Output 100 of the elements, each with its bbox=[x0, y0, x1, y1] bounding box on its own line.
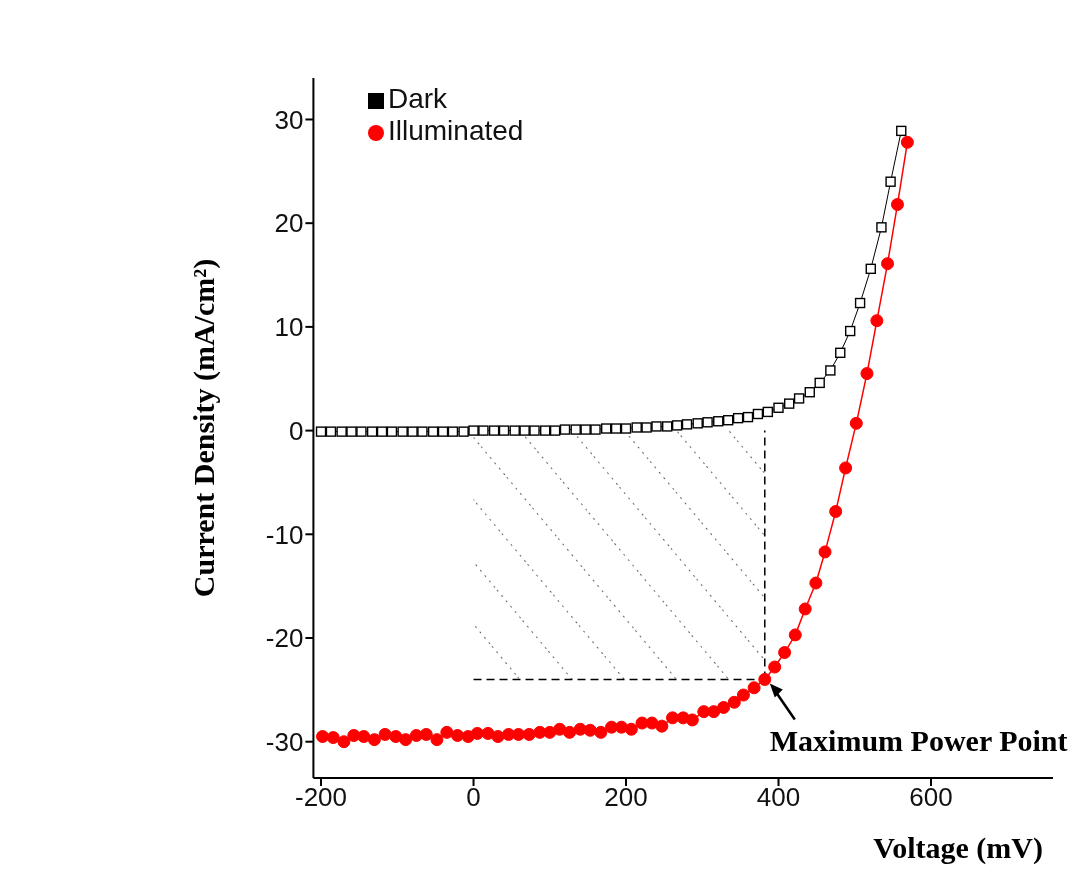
point bbox=[804, 387, 815, 398]
point bbox=[357, 730, 371, 744]
y-tick-label: 30 bbox=[274, 104, 304, 135]
point bbox=[829, 504, 843, 518]
point bbox=[814, 377, 825, 389]
point bbox=[788, 628, 802, 642]
x-tick-label: 200 bbox=[604, 782, 648, 813]
point bbox=[580, 424, 591, 435]
point bbox=[835, 347, 846, 359]
point bbox=[870, 314, 884, 328]
point bbox=[325, 426, 337, 437]
x-tick-label: -200 bbox=[295, 782, 348, 813]
point bbox=[540, 425, 551, 436]
point bbox=[707, 705, 721, 719]
y-tick-label: -10 bbox=[265, 519, 304, 550]
point bbox=[762, 406, 774, 418]
x-axis-title: Voltage (mV) bbox=[873, 831, 1043, 865]
point bbox=[356, 426, 367, 437]
point bbox=[661, 421, 673, 432]
point bbox=[594, 725, 608, 739]
point bbox=[825, 365, 836, 376]
annotation: Maximum Power Point bbox=[769, 724, 1068, 758]
point bbox=[844, 325, 856, 337]
x-tick-label: 600 bbox=[909, 782, 953, 813]
point bbox=[681, 419, 693, 430]
point bbox=[713, 416, 724, 427]
point bbox=[470, 726, 484, 740]
point bbox=[430, 733, 444, 747]
x-tick-label: 400 bbox=[756, 782, 801, 813]
point bbox=[478, 425, 489, 436]
point bbox=[610, 423, 622, 434]
point bbox=[498, 425, 510, 436]
legend-label: Illuminated bbox=[388, 115, 524, 146]
point bbox=[519, 425, 530, 436]
point bbox=[876, 222, 887, 233]
point bbox=[758, 672, 772, 686]
point bbox=[722, 415, 734, 426]
point bbox=[685, 713, 699, 727]
point bbox=[399, 733, 413, 747]
point bbox=[440, 725, 454, 739]
point bbox=[778, 646, 792, 660]
point bbox=[671, 420, 683, 431]
point bbox=[692, 418, 703, 429]
point bbox=[397, 426, 408, 437]
point bbox=[860, 367, 874, 381]
point bbox=[468, 425, 479, 436]
point bbox=[900, 135, 914, 149]
point bbox=[600, 423, 612, 434]
point bbox=[583, 723, 597, 737]
legend-label: Dark bbox=[388, 83, 448, 114]
point bbox=[451, 728, 465, 742]
point bbox=[336, 426, 347, 437]
point bbox=[563, 725, 577, 739]
point bbox=[376, 426, 388, 437]
point bbox=[447, 426, 459, 437]
point bbox=[809, 576, 823, 590]
y-tick-label: 20 bbox=[274, 208, 304, 239]
point bbox=[491, 730, 505, 744]
point bbox=[437, 426, 449, 437]
point bbox=[386, 426, 398, 437]
point bbox=[702, 417, 713, 428]
point bbox=[641, 422, 652, 433]
point bbox=[620, 423, 632, 434]
x-tick-label: 0 bbox=[466, 782, 481, 813]
point bbox=[736, 688, 750, 702]
point bbox=[651, 421, 662, 432]
point bbox=[732, 412, 744, 424]
point bbox=[409, 728, 423, 742]
point bbox=[752, 408, 764, 420]
point bbox=[624, 722, 638, 736]
point bbox=[854, 297, 866, 309]
point bbox=[896, 125, 907, 137]
point bbox=[326, 731, 340, 745]
point bbox=[458, 426, 469, 437]
point bbox=[559, 424, 571, 435]
point bbox=[717, 700, 731, 714]
point bbox=[768, 660, 782, 674]
point bbox=[839, 461, 853, 475]
point bbox=[481, 726, 495, 740]
point bbox=[512, 727, 526, 741]
point bbox=[529, 425, 540, 436]
point bbox=[570, 424, 581, 435]
point bbox=[655, 719, 669, 733]
point bbox=[865, 263, 876, 275]
point bbox=[747, 681, 761, 695]
point bbox=[631, 422, 642, 433]
y-tick-label: -30 bbox=[265, 726, 304, 757]
point bbox=[316, 730, 330, 744]
point bbox=[881, 257, 895, 271]
y-axis-title: Current Density (mA/cm²) bbox=[187, 258, 222, 598]
point bbox=[666, 711, 680, 725]
y-tick-label: 0 bbox=[288, 415, 304, 446]
point bbox=[522, 727, 536, 741]
point bbox=[427, 426, 439, 437]
point bbox=[773, 402, 784, 413]
point bbox=[366, 426, 378, 437]
point bbox=[590, 424, 601, 435]
point bbox=[890, 198, 904, 212]
point bbox=[549, 425, 561, 436]
point bbox=[783, 398, 795, 409]
